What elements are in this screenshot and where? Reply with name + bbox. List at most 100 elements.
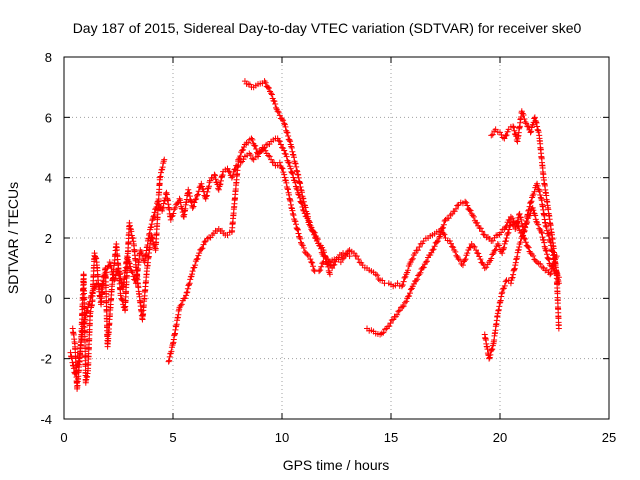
data-point (167, 216, 174, 223)
interpolated-points (540, 176, 551, 209)
data-point (274, 108, 281, 115)
data-point (527, 129, 534, 136)
interpolated-points (290, 212, 300, 231)
interpolated-points (509, 215, 520, 226)
interpolated-points (469, 212, 481, 226)
interpolated-points (476, 224, 487, 238)
data-point (525, 207, 532, 214)
data-point (276, 159, 283, 166)
data-point (189, 268, 196, 275)
x-tick-label: 20 (493, 430, 507, 445)
data-point (281, 171, 288, 178)
interpolated-points (113, 244, 124, 297)
data-point (172, 204, 179, 211)
interpolated-points (217, 227, 227, 237)
x-tick-label: 25 (602, 430, 616, 445)
data-point (294, 225, 301, 232)
data-point (403, 298, 410, 305)
y-tick-label: 8 (45, 50, 52, 65)
interpolated-points (315, 240, 326, 251)
interpolated-points (436, 217, 448, 240)
interpolated-points (168, 206, 178, 220)
interpolated-points (170, 306, 183, 346)
data-point (224, 165, 231, 172)
x-tick-label: 5 (169, 430, 176, 445)
interpolated-points (535, 260, 545, 271)
interpolated-points (93, 262, 102, 289)
series-track-g (69, 156, 168, 392)
interpolated-points (203, 179, 213, 200)
y-tick-label: 6 (45, 110, 52, 125)
interpolated-points (104, 286, 115, 347)
interpolated-points (288, 143, 300, 174)
interpolated-points (183, 271, 196, 296)
interpolated-points (173, 199, 182, 208)
interpolated-points (76, 333, 85, 366)
interpolated-points (489, 232, 500, 244)
data-point (287, 165, 294, 172)
interpolated-points (417, 240, 426, 247)
data-point (507, 280, 514, 287)
interpolated-points (335, 251, 345, 261)
interpolated-points (495, 290, 505, 314)
interpolated-points (190, 252, 202, 271)
data-point (494, 241, 501, 248)
interpolated-points (496, 226, 506, 238)
interpolated-points (85, 312, 94, 372)
data-point (473, 247, 480, 254)
interpolated-points (249, 136, 261, 156)
interpolated-points (404, 285, 415, 302)
interpolated-points (486, 342, 496, 361)
interpolated-points (286, 191, 296, 214)
data-point (161, 156, 168, 163)
interpolated-points (439, 229, 448, 238)
data-point (198, 180, 205, 187)
interpolated-points (408, 252, 417, 263)
interpolated-points (329, 256, 338, 264)
interpolated-points (463, 199, 474, 214)
data-point (555, 280, 562, 287)
interpolated-points (410, 272, 422, 288)
interpolated-points (102, 266, 111, 347)
data-point (329, 265, 336, 272)
interpolated-points (270, 135, 279, 143)
data-point (477, 256, 484, 263)
interpolated-points (321, 249, 333, 276)
interpolated-points (528, 251, 539, 264)
data-point (446, 238, 453, 245)
data-point (211, 171, 218, 178)
interpolated-points (519, 110, 529, 125)
interpolated-points (268, 91, 280, 113)
interpolated-points (512, 243, 523, 266)
interpolated-points (190, 195, 200, 210)
y-tick-label: -2 (40, 352, 52, 367)
interpolated-points (508, 265, 518, 284)
y-axis-label: SDTVAR / TECUs (5, 182, 21, 294)
series-track-f (481, 180, 562, 362)
y-tick-label: 4 (45, 171, 52, 186)
interpolated-points (155, 202, 165, 211)
data-point (449, 210, 456, 217)
interpolated-points (304, 251, 312, 260)
interpolated-points (532, 117, 542, 136)
interpolated-points (444, 212, 454, 222)
interpolated-points (130, 242, 141, 287)
interpolated-points (478, 259, 487, 268)
data-point (268, 156, 275, 163)
interpolated-points (87, 301, 95, 315)
interpolated-points (224, 229, 233, 239)
data-point (350, 250, 357, 257)
data-point (248, 135, 255, 142)
data-point (510, 123, 517, 130)
interpolated-points (343, 248, 352, 257)
data-point (307, 256, 314, 263)
interpolated-points (339, 254, 347, 262)
data-point (501, 135, 508, 142)
data-point (488, 132, 495, 139)
interpolated-points (260, 145, 269, 154)
interpolated-points (204, 234, 214, 242)
interpolated-points (281, 174, 291, 193)
interpolated-points (262, 79, 274, 95)
data-point (326, 271, 333, 278)
interpolated-points (470, 242, 478, 250)
